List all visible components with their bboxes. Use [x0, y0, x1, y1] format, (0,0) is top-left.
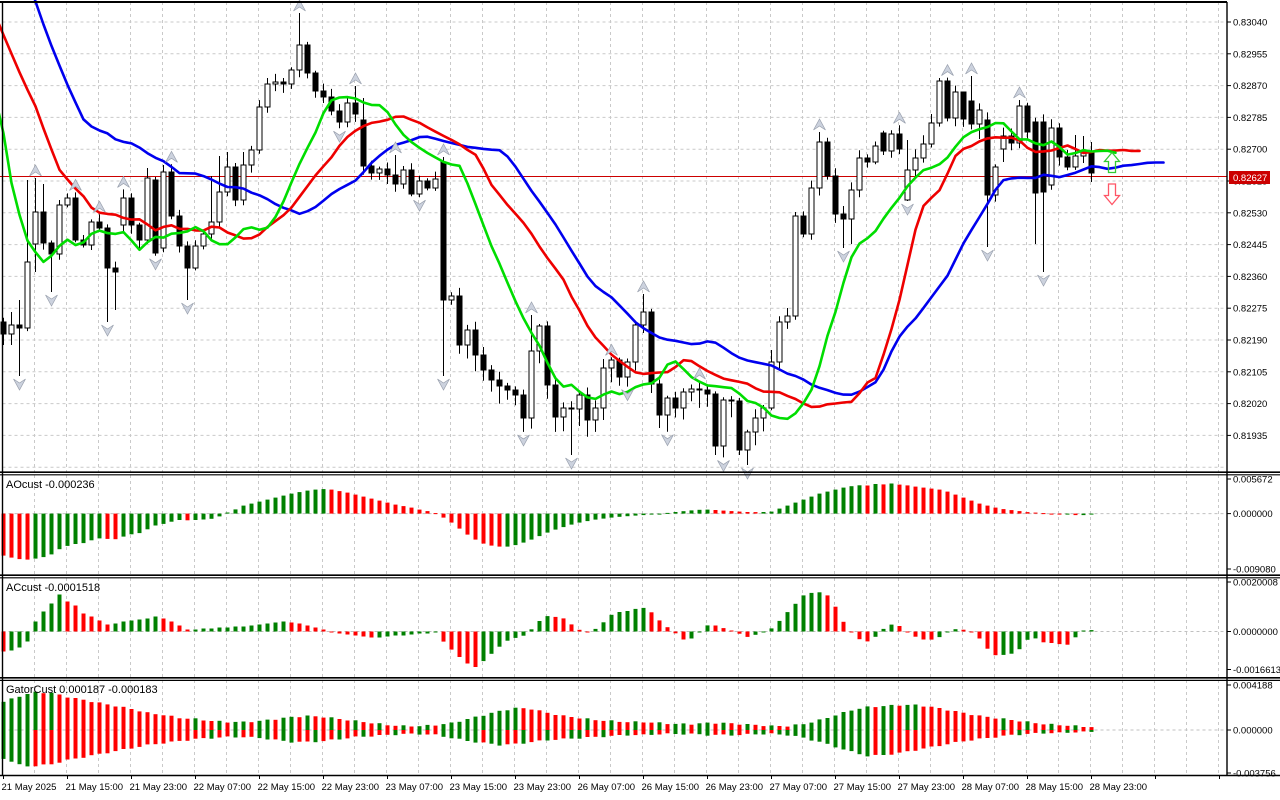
svg-text:-0.0016613: -0.0016613 [1233, 665, 1280, 676]
svg-text:23 May 15:00: 23 May 15:00 [450, 782, 508, 793]
svg-text:21 May 2025: 21 May 2025 [2, 782, 57, 793]
svg-text:27 May 23:00: 27 May 23:00 [898, 782, 956, 793]
svg-text:ACcust -0.0001518: ACcust -0.0001518 [6, 582, 100, 594]
svg-text:22 May 23:00: 22 May 23:00 [322, 782, 380, 793]
svg-text:23 May 07:00: 23 May 07:00 [386, 782, 444, 793]
svg-text:22 May 15:00: 22 May 15:00 [258, 782, 316, 793]
svg-text:28 May 15:00: 28 May 15:00 [1026, 782, 1084, 793]
svg-text:-0.003756: -0.003756 [1233, 769, 1276, 780]
svg-text:0.005672: 0.005672 [1233, 475, 1273, 486]
svg-text:0.000000: 0.000000 [1233, 509, 1273, 520]
svg-text:0.83040: 0.83040 [1233, 18, 1267, 29]
svg-text:22 May 07:00: 22 May 07:00 [194, 782, 252, 793]
svg-text:21 May 15:00: 21 May 15:00 [66, 782, 124, 793]
svg-text:0.82105: 0.82105 [1233, 367, 1267, 378]
svg-text:0.000000: 0.000000 [1233, 726, 1273, 737]
svg-text:GatorCust 0.000187 -0.000183: GatorCust 0.000187 -0.000183 [6, 684, 158, 696]
svg-text:21 May 23:00: 21 May 23:00 [130, 782, 188, 793]
svg-text:0.82275: 0.82275 [1233, 304, 1267, 315]
svg-text:27 May 07:00: 27 May 07:00 [770, 782, 828, 793]
svg-text:0.82360: 0.82360 [1233, 272, 1267, 283]
svg-text:0.81935: 0.81935 [1233, 431, 1267, 442]
svg-text:0.0000000: 0.0000000 [1233, 627, 1278, 638]
svg-text:0.82700: 0.82700 [1233, 145, 1267, 156]
svg-text:-0.009080: -0.009080 [1233, 565, 1276, 576]
svg-text:28 May 07:00: 28 May 07:00 [962, 782, 1020, 793]
svg-text:23 May 23:00: 23 May 23:00 [514, 782, 572, 793]
svg-text:28 May 23:00: 28 May 23:00 [1090, 782, 1148, 793]
svg-text:AOcust -0.000236: AOcust -0.000236 [6, 479, 95, 491]
svg-text:0.82190: 0.82190 [1233, 336, 1267, 347]
svg-text:0.82785: 0.82785 [1233, 113, 1267, 124]
svg-text:26 May 07:00: 26 May 07:00 [578, 782, 636, 793]
svg-text:0.82955: 0.82955 [1233, 49, 1267, 60]
svg-text:26 May 15:00: 26 May 15:00 [642, 782, 700, 793]
svg-text:0.82627: 0.82627 [1233, 173, 1267, 184]
svg-text:0.82445: 0.82445 [1233, 240, 1267, 251]
svg-text:0.82020: 0.82020 [1233, 399, 1267, 410]
svg-text:27 May 15:00: 27 May 15:00 [834, 782, 892, 793]
svg-text:0.004188: 0.004188 [1233, 681, 1273, 692]
svg-text:26 May 23:00: 26 May 23:00 [706, 782, 764, 793]
svg-text:0.82530: 0.82530 [1233, 208, 1267, 219]
svg-text:0.0020008: 0.0020008 [1233, 578, 1278, 589]
svg-text:0.82870: 0.82870 [1233, 81, 1267, 92]
